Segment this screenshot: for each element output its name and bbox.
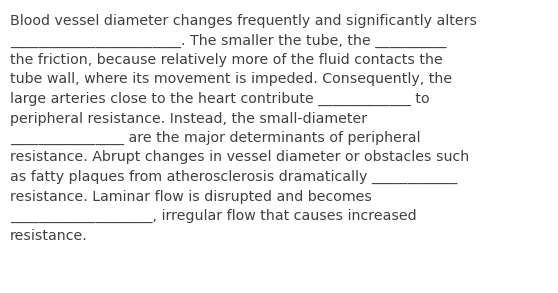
Text: peripheral resistance. Instead, the small-diameter: peripheral resistance. Instead, the smal… — [10, 112, 367, 125]
Text: tube wall, where its movement is impeded. Consequently, the: tube wall, where its movement is impeded… — [10, 72, 452, 86]
Text: resistance. Laminar flow is disrupted and becomes: resistance. Laminar flow is disrupted an… — [10, 190, 372, 204]
Text: ____________________, irregular flow that causes increased: ____________________, irregular flow tha… — [10, 209, 417, 223]
Text: Blood vessel diameter changes frequently and significantly alters: Blood vessel diameter changes frequently… — [10, 14, 477, 28]
Text: resistance. Abrupt changes in vessel diameter or obstacles such: resistance. Abrupt changes in vessel dia… — [10, 151, 469, 164]
Text: resistance.: resistance. — [10, 229, 88, 243]
Text: ________________________. The smaller the tube, the __________: ________________________. The smaller th… — [10, 33, 446, 48]
Text: ________________ are the major determinants of peripheral: ________________ are the major determina… — [10, 131, 421, 145]
Text: the friction, because relatively more of the fluid contacts the: the friction, because relatively more of… — [10, 53, 442, 67]
Text: as fatty plaques from atherosclerosis dramatically ____________: as fatty plaques from atherosclerosis dr… — [10, 170, 458, 184]
Text: large arteries close to the heart contribute _____________ to: large arteries close to the heart contri… — [10, 92, 430, 106]
